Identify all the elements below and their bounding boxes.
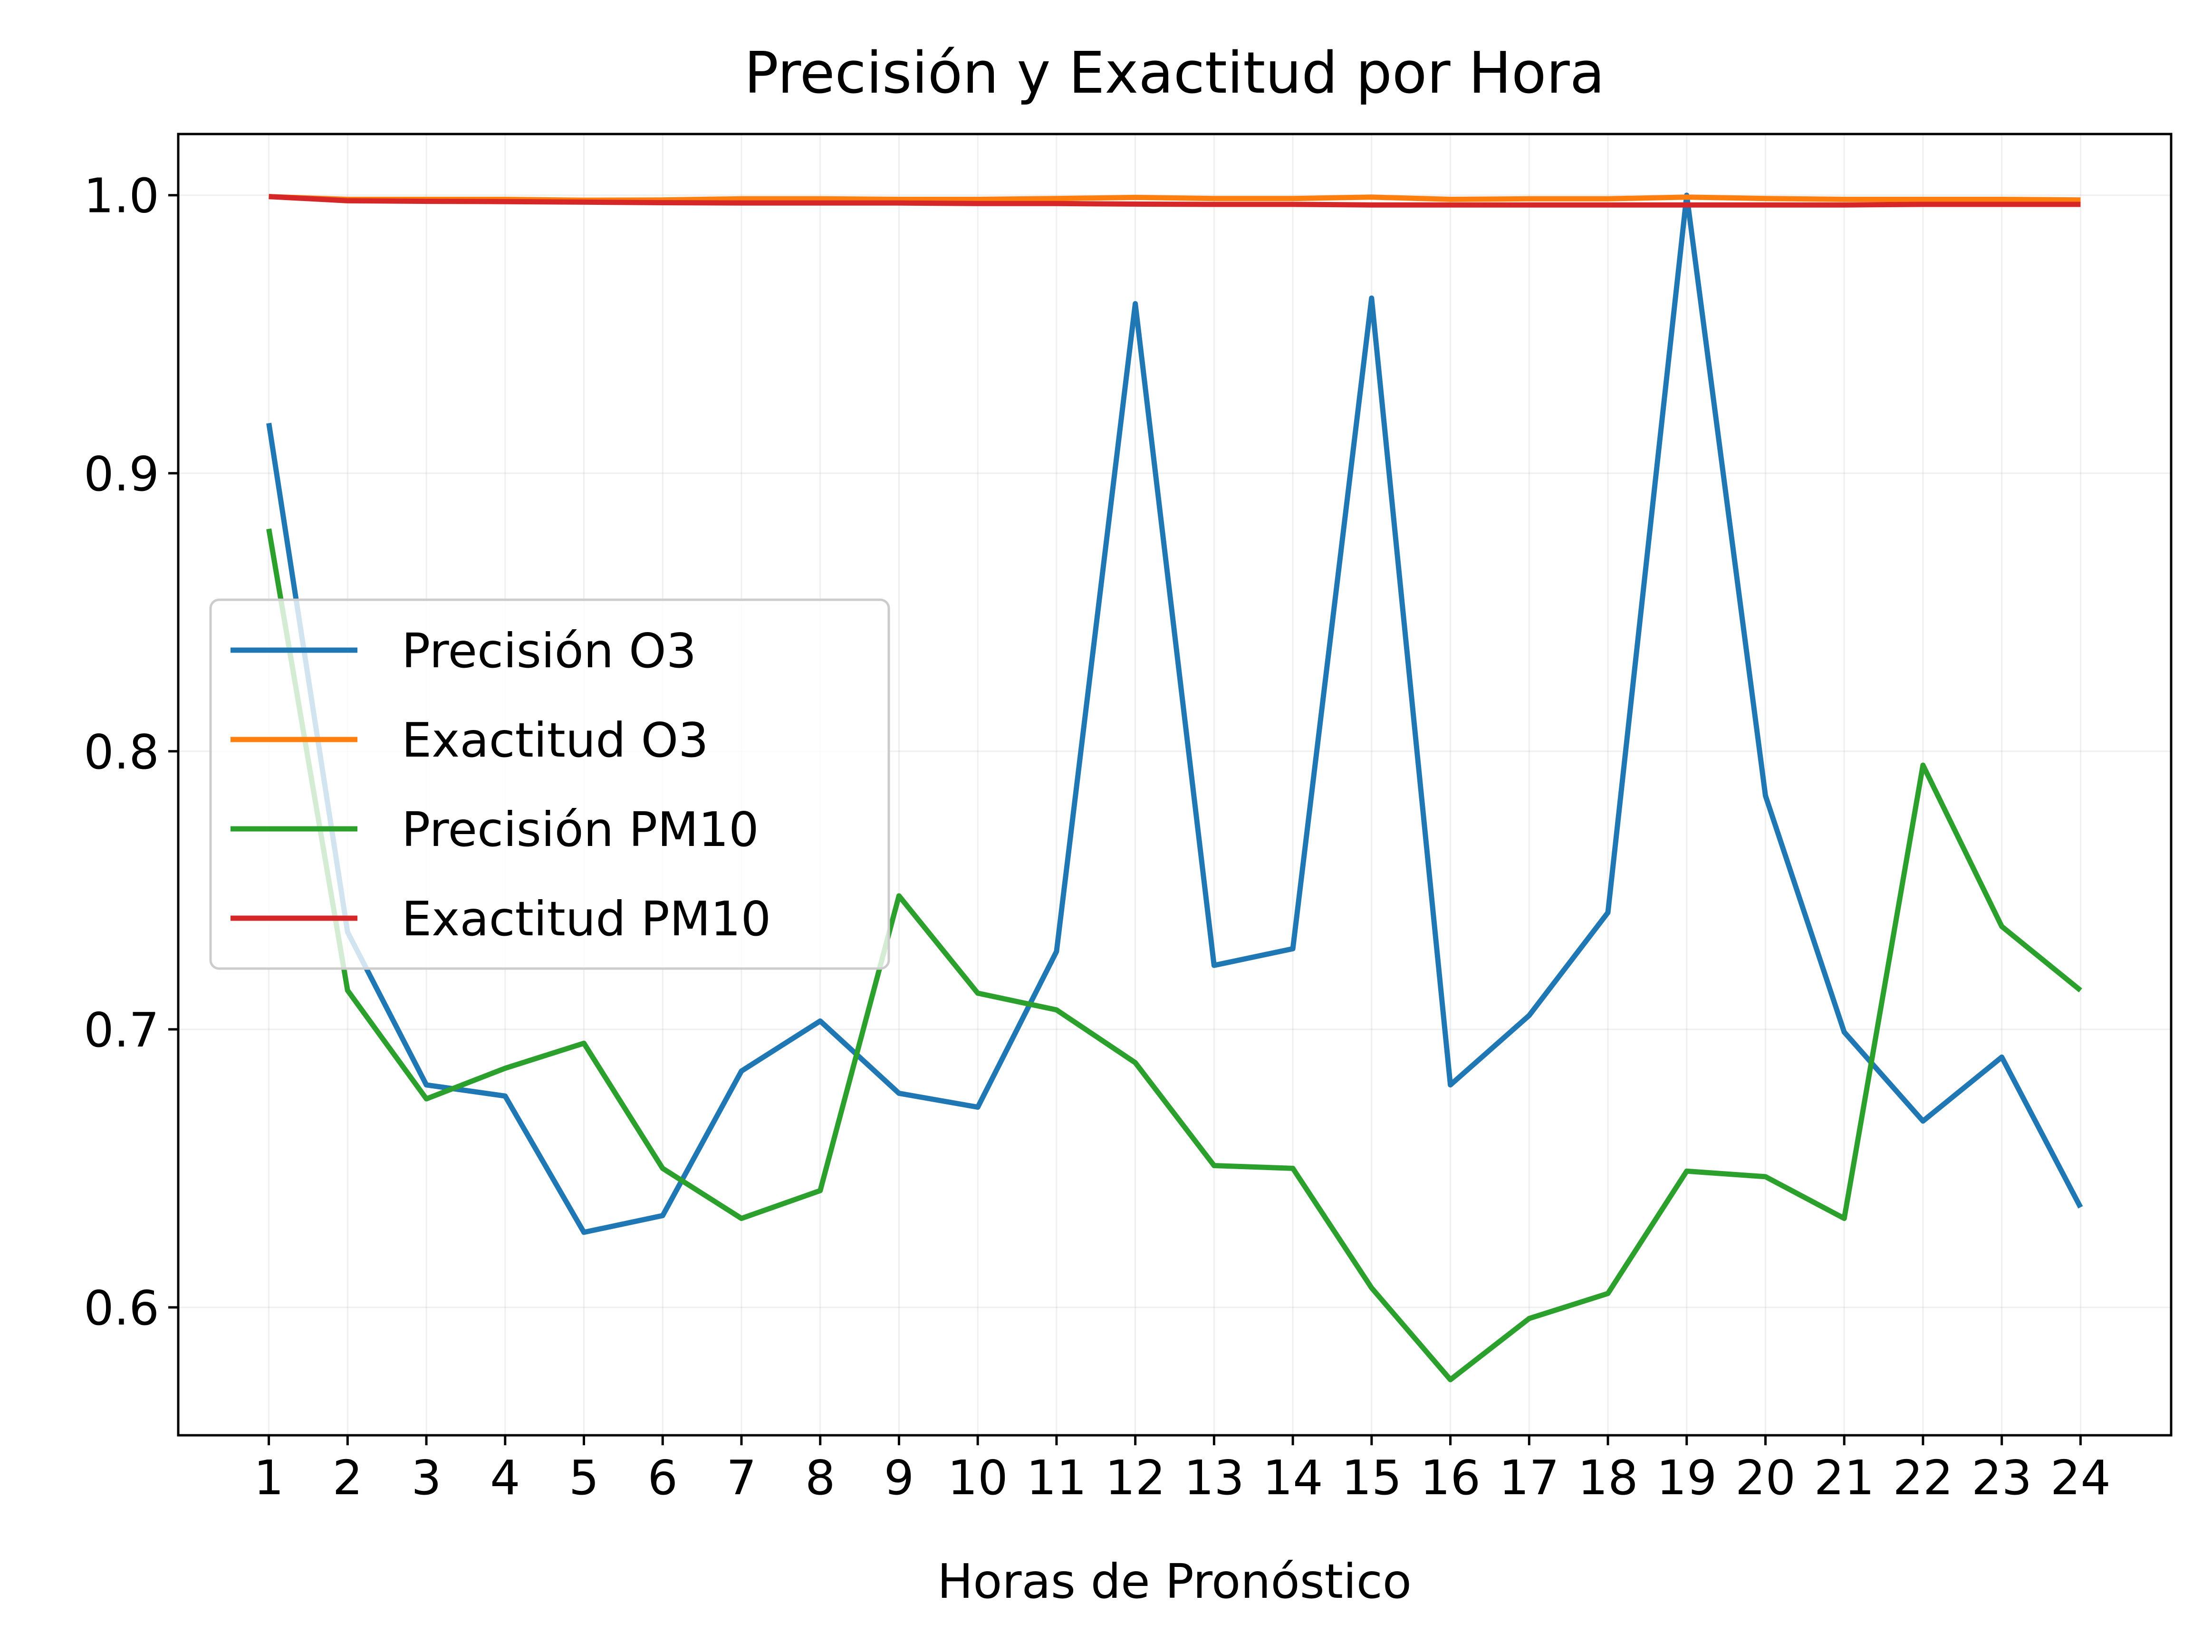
x-tick-label: 10 [948,1450,1008,1506]
x-axis-ticks: 1 2 3 4 5 6 7 8 9 10 11 12 13 14 15 16 17 18 19 20 21 22 23 24 [254,1435,2111,1506]
x-tick-label: 2 [333,1450,363,1506]
x-tick-label: 1 [254,1450,284,1506]
x-axis-label: Horas de Pronóstico [937,1554,1412,1609]
x-tick-label: 16 [1420,1450,1481,1506]
y-tick-label: 0.7 [84,1002,159,1058]
grid [178,134,2171,1435]
y-axis-ticks: 0.6 0.7 0.8 0.9 1.0 [84,168,178,1336]
x-tick-label: 12 [1105,1450,1165,1506]
x-tick-label: 15 [1341,1450,1402,1506]
x-tick-label: 11 [1026,1450,1087,1506]
legend-label: Exactitud O3 [402,712,709,768]
x-tick-label: 14 [1262,1450,1323,1506]
series-line-4 [269,194,2081,208]
x-tick-label: 3 [411,1450,442,1506]
x-tick-label: 17 [1499,1450,1559,1506]
x-tick-label: 6 [647,1450,678,1506]
x-tick-label: 23 [1972,1450,2032,1506]
y-tick-label: 0.9 [84,446,159,502]
legend-label: Precisión O3 [402,623,696,679]
x-tick-label: 24 [2050,1450,2111,1506]
x-tick-label: 19 [1656,1450,1717,1506]
legend-label: Precisión PM10 [402,802,759,857]
x-tick-label: 4 [490,1450,520,1506]
plot-frame [177,133,2173,1437]
y-tick-label: 0.6 [84,1280,159,1336]
series-lines [266,192,2083,1383]
series-line-1 [266,192,2083,1235]
x-tick-label: 7 [726,1450,757,1506]
legend-entries: Precisión O3 Exactitud O3 Precisión PM10 Ex… [231,623,771,947]
x-tick-label: 5 [569,1450,599,1506]
legend-frame [209,598,890,970]
x-tick-label: 22 [1893,1450,1953,1506]
x-tick-label: 13 [1184,1450,1244,1506]
x-tick-label: 20 [1735,1450,1796,1506]
x-tick-label: 21 [1814,1450,1875,1506]
legend-label: Exactitud PM10 [402,891,771,947]
x-tick-label: 8 [805,1450,836,1506]
x-tick-label: 9 [884,1450,914,1506]
chart-title: Precisión y Exactitud por Hora [744,40,1605,106]
legend: Precisión O3 Exactitud O3 Precisión PM10 Ex… [209,598,890,970]
series-line-3 [266,528,2082,1383]
x-tick-label: 18 [1577,1450,1638,1506]
y-tick-label: 1.0 [84,168,159,224]
y-tick-label: 0.8 [84,724,159,780]
